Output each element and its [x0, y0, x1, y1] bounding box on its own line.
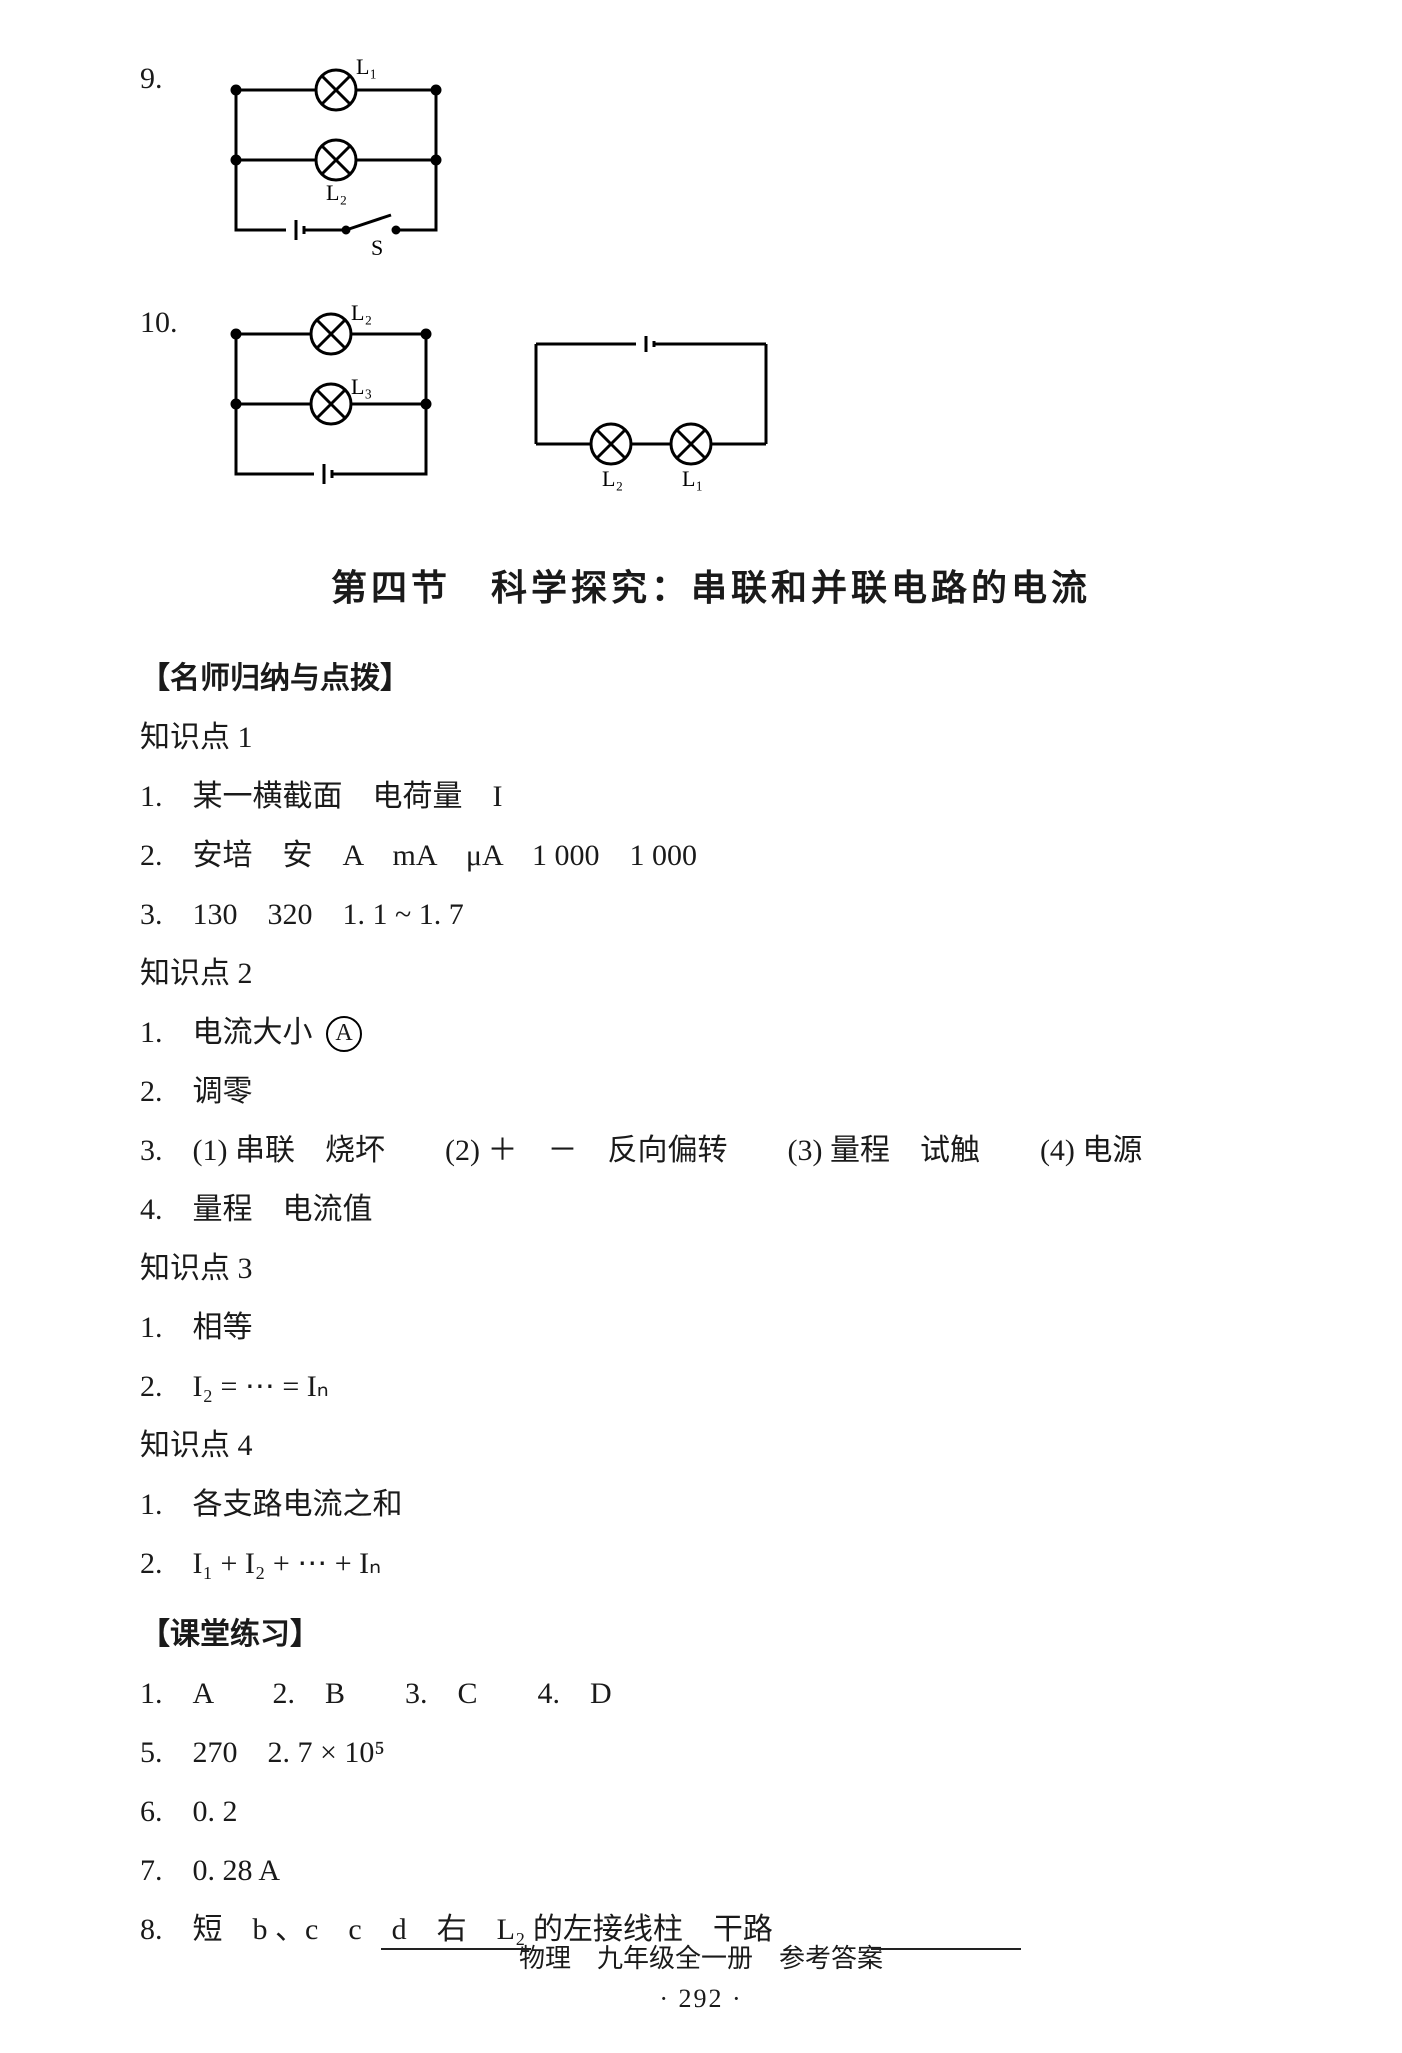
kp2-l1a: 1. 电流大小	[140, 1016, 313, 1049]
ex-l6: 6. 0. 2	[140, 1783, 1282, 1840]
heading-exercise: 【课堂练习】	[140, 1606, 1282, 1663]
page-number: · 292 ·	[659, 1974, 742, 2023]
circuit-10a: L₂ L₃	[196, 294, 476, 514]
kp2-title: 知识点 2	[140, 945, 1282, 1002]
ex-l5: 5. 270 2. 7 × 10⁵	[140, 1724, 1282, 1781]
label-l2: L₂	[326, 180, 347, 205]
kp1-l1: 1. 某一横截面 电荷量 I	[140, 768, 1282, 825]
label-l2b: L₂	[602, 466, 623, 491]
question-10: 10. L₂ L₃ L₂ L₁	[140, 294, 1282, 514]
kp1-title: 知识点 1	[140, 709, 1282, 766]
q10-number: 10.	[140, 294, 196, 351]
kp2-l4: 4. 量程 电流值	[140, 1181, 1282, 1238]
kp4-l1: 1. 各支路电流之和	[140, 1476, 1282, 1533]
kp1-l3: 3. 130 320 1. 1 ~ 1. 7	[140, 886, 1282, 943]
kp2-l3: 3. (1) 串联 烧坏 (2) ＋ － 反向偏转 (3) 量程 试触 (4) …	[140, 1122, 1282, 1179]
page: 9.	[0, 0, 1402, 2053]
kp4-l2: 2. I₁ + I₂ + ⋯ + Iₙ	[140, 1535, 1282, 1592]
kp3-l2: 2. I₂ = ⋯ = Iₙ	[140, 1358, 1282, 1415]
kp1-l2: 2. 安培 安 A mA μA 1 000 1 000	[140, 827, 1282, 884]
kp2-l1: 1. 电流大小 A	[140, 1004, 1282, 1061]
label-l1: L₁	[356, 54, 377, 79]
ex-l7: 7. 0. 28 A	[140, 1842, 1282, 1899]
label-l1b: L₁	[682, 466, 703, 491]
ex-l1: 1. A 2. B 3. C 4. D	[140, 1665, 1282, 1722]
label-l2: L₂	[351, 300, 372, 325]
section-title: 第四节 科学探究：串联和并联电路的电流	[140, 554, 1282, 622]
kp2-l2: 2. 调零	[140, 1063, 1282, 1120]
circuit-9: L₁ L₂ S	[196, 50, 496, 270]
label-s: S	[371, 235, 383, 260]
kp4-title: 知识点 4	[140, 1417, 1282, 1474]
kp3-title: 知识点 3	[140, 1240, 1282, 1297]
label-l3: L₃	[351, 374, 372, 399]
q9-number: 9.	[140, 50, 196, 107]
circuit-10b: L₂ L₁	[506, 314, 806, 494]
heading-tips: 【名师归纳与点拨】	[140, 650, 1282, 707]
kp3-l1: 1. 相等	[140, 1299, 1282, 1356]
circled-A: A	[326, 1016, 362, 1052]
question-9: 9.	[140, 50, 1282, 270]
